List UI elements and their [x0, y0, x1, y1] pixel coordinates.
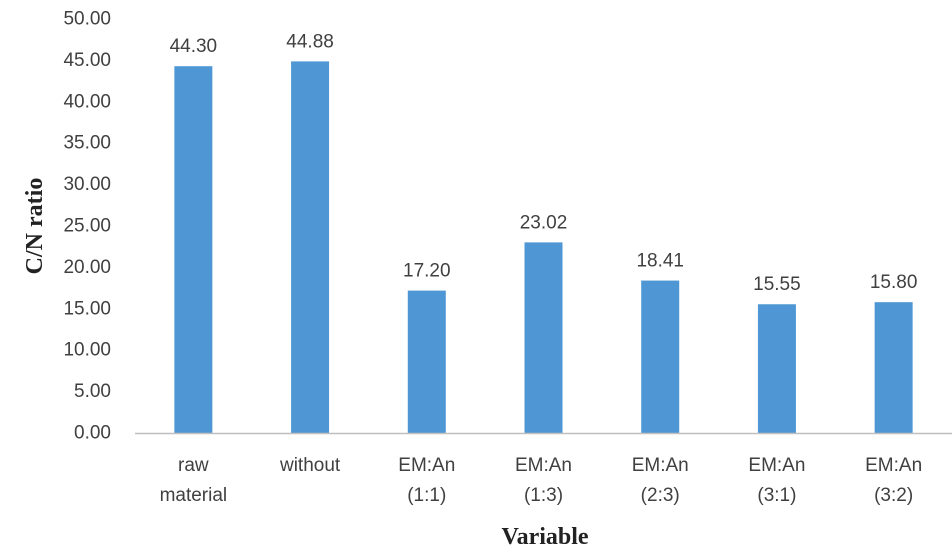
y-tick-label: 50.00	[63, 9, 111, 30]
bar	[407, 290, 446, 433]
y-axis-ticks: 0.00 5.00 10.00 15.00 20.00 25.00 30.00 35.00 40…	[63, 9, 111, 444]
x-tick-label: EM:An	[515, 455, 572, 476]
x-tick-label: raw	[178, 455, 209, 476]
y-tick-label: 35.00	[63, 133, 111, 154]
y-tick-label: 40.00	[63, 91, 111, 112]
bar	[874, 302, 913, 433]
y-tick-label: 30.00	[63, 174, 111, 195]
x-tick-label: (1:3)	[524, 485, 563, 506]
y-tick-label: 15.00	[63, 298, 111, 319]
x-tick-label: EM:An	[748, 455, 805, 476]
bar	[641, 280, 680, 433]
bars	[174, 61, 913, 434]
x-axis-title: Variable	[501, 524, 588, 550]
data-label: 15.55	[753, 274, 801, 295]
y-tick-label: 20.00	[63, 257, 111, 278]
data-label: 44.30	[170, 36, 218, 57]
y-axis-title: C/N ratio	[22, 178, 48, 275]
x-tick-label: EM:An	[632, 455, 689, 476]
data-label: 23.02	[520, 212, 568, 233]
y-tick-label: 45.00	[63, 50, 111, 71]
bar	[757, 304, 796, 433]
y-tick-label: 10.00	[63, 340, 111, 361]
x-axis-labels: raw material without EM:An (1:1) EM:An (1:3) EM…	[160, 455, 923, 506]
data-label: 18.41	[636, 251, 684, 272]
x-tick-label: material	[160, 485, 228, 506]
data-label: 15.80	[870, 272, 918, 293]
data-labels: 44.30 44.88 17.20 23.02 18.41 15.55 15.80	[170, 31, 918, 295]
x-tick-label: EM:An	[398, 455, 455, 476]
y-tick-label: 5.00	[74, 381, 111, 402]
x-tick-label: (1:1)	[407, 485, 446, 506]
y-tick-label: 25.00	[63, 216, 111, 237]
data-label: 17.20	[403, 261, 451, 282]
x-tick-label: (2:3)	[641, 485, 680, 506]
x-tick-label: (3:2)	[874, 485, 913, 506]
y-tick-label: 0.00	[74, 423, 111, 444]
bar	[174, 66, 213, 434]
x-tick-label: without	[279, 455, 341, 476]
x-tick-label: (3:1)	[757, 485, 796, 506]
bar	[524, 242, 563, 433]
x-tick-label: EM:An	[865, 455, 922, 476]
data-label: 44.88	[286, 31, 334, 52]
bar	[291, 61, 330, 433]
